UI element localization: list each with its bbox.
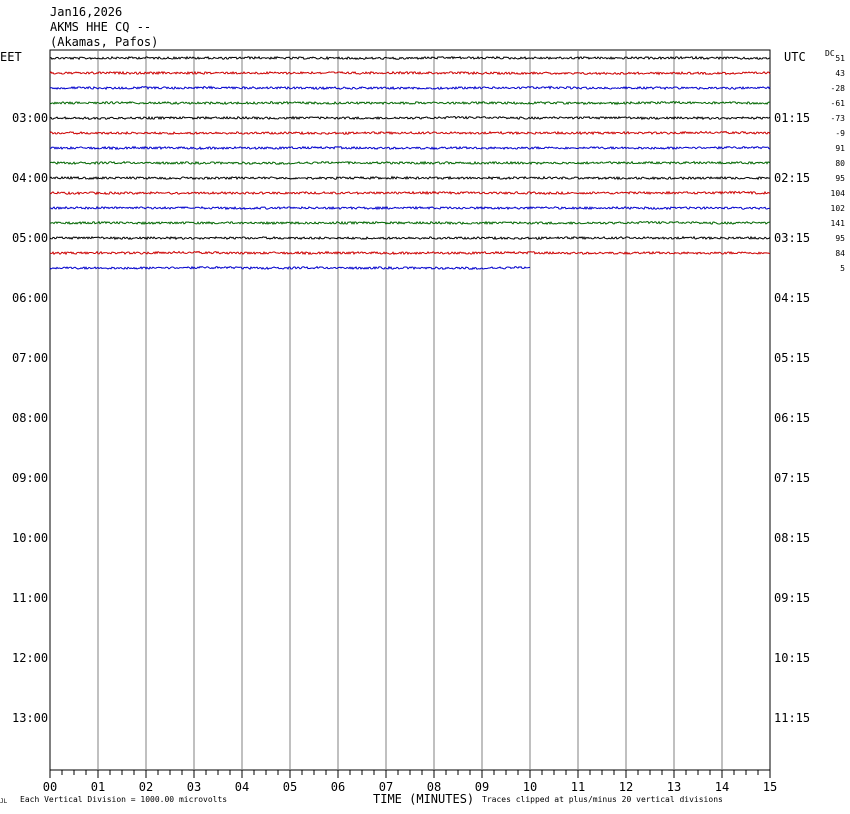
right-hour-label: 10:15 <box>774 651 810 665</box>
right-hour-label: 01:15 <box>774 111 810 125</box>
x-tick-label: 02 <box>139 780 153 794</box>
left-hour-label: 08:00 <box>12 411 48 425</box>
left-zone-label: EET <box>0 50 22 64</box>
header-station: AKMS HHE CQ -- <box>50 20 151 34</box>
seismic-trace <box>49 190 771 196</box>
left-hour-label: 05:00 <box>12 231 48 245</box>
right-hour-label: 06:15 <box>774 411 810 425</box>
x-tick-label: 14 <box>715 780 729 794</box>
dc-label: DC <box>825 49 835 58</box>
seismic-trace <box>49 85 771 91</box>
seismic-trace <box>49 175 771 181</box>
dc-offset-value: 102 <box>831 204 846 213</box>
x-tick-label: 01 <box>91 780 105 794</box>
dc-offset-value: -28 <box>831 84 846 93</box>
dc-offset-value: -73 <box>831 114 846 123</box>
dc-offset-value: 43 <box>835 69 845 78</box>
left-hour-label: 03:00 <box>12 111 48 125</box>
x-tick-label: 10 <box>523 780 537 794</box>
seismic-trace <box>49 265 531 271</box>
seismic-trace <box>49 250 771 256</box>
right-hour-label: 07:15 <box>774 471 810 485</box>
right-hour-label: 04:15 <box>774 291 810 305</box>
right-hour-label: 03:15 <box>774 231 810 245</box>
x-tick-label: 07 <box>379 780 393 794</box>
scale-note: Each Vertical Division = 1000.00 microvo… <box>20 795 227 804</box>
dc-offset-value: 141 <box>831 219 846 228</box>
trace-group <box>49 55 771 271</box>
right-hour-label: 09:15 <box>774 591 810 605</box>
header-location: (Akamas, Pafos) <box>50 35 158 49</box>
left-hour-label: 12:00 <box>12 651 48 665</box>
left-hour-label: 10:00 <box>12 531 48 545</box>
x-tick-label: 03 <box>187 780 201 794</box>
right-hour-label: 05:15 <box>774 351 810 365</box>
minute-gridlines <box>97 50 723 770</box>
seismic-trace <box>49 160 771 166</box>
seismic-trace <box>49 100 771 106</box>
dc-offset-value: 84 <box>835 249 845 258</box>
right-hour-label: 08:15 <box>774 531 810 545</box>
x-axis-title: TIME (MINUTES) <box>373 792 474 806</box>
seismic-trace <box>49 235 771 241</box>
dc-offset-value: 91 <box>835 144 845 153</box>
seismic-trace <box>49 55 771 61</box>
x-tick-label: 09 <box>475 780 489 794</box>
seismic-trace <box>49 145 771 151</box>
right-zone-label: UTC <box>784 50 806 64</box>
dc-offset-value: 95 <box>835 174 845 183</box>
seismic-trace <box>49 130 771 136</box>
x-tick-label: 08 <box>427 780 441 794</box>
x-tick-label: 13 <box>667 780 681 794</box>
x-tick-label: 12 <box>619 780 633 794</box>
x-tick-label: 05 <box>283 780 297 794</box>
seismic-trace <box>49 70 771 76</box>
dc-offset-value: -61 <box>831 99 846 108</box>
dc-offset-value: -9 <box>835 129 845 138</box>
dc-offset-value: 5 <box>840 264 845 273</box>
dc-offset-value: 95 <box>835 234 845 243</box>
x-tick-label: 15 <box>763 780 777 794</box>
dc-offset-value: 104 <box>831 189 846 198</box>
x-tick-label: 00 <box>43 780 57 794</box>
left-hour-label: 04:00 <box>12 171 48 185</box>
seismic-trace <box>49 205 771 211</box>
clip-note: Traces clipped at plus/minus 20 vertical… <box>482 795 723 804</box>
corner-mark: JL <box>0 798 8 805</box>
left-hour-label: 06:00 <box>12 291 48 305</box>
hour-label-group: 03:00 04:00 05:00 06:00 07:00 08:00 09:00 10:00… <box>12 111 810 725</box>
header-date: Jan16,2026 <box>50 5 122 19</box>
seismic-trace <box>49 220 771 226</box>
dc-offset-value: 80 <box>835 159 845 168</box>
left-hour-label: 09:00 <box>12 471 48 485</box>
plot-frame <box>49 49 771 771</box>
x-tick-label: 11 <box>571 780 585 794</box>
x-tick-label: 04 <box>235 780 249 794</box>
x-axis: 00 01 02 03 04 05 06 07 08 09 10 11 12 13 14 15 <box>43 770 777 794</box>
dc-value-group: 51 43 -28 -61 -73 -9 91 80 95 104 102 141 95 84 5 <box>831 54 846 273</box>
left-hour-label: 11:00 <box>12 591 48 605</box>
x-tick-label: 06 <box>331 780 345 794</box>
seismic-trace <box>49 115 771 121</box>
left-hour-label: 13:00 <box>12 711 48 725</box>
right-hour-label: 11:15 <box>774 711 810 725</box>
left-hour-label: 07:00 <box>12 351 48 365</box>
dc-offset-value: 51 <box>835 54 845 63</box>
right-hour-label: 02:15 <box>774 171 810 185</box>
